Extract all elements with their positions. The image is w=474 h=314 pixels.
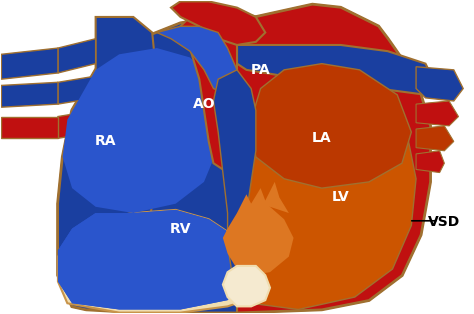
Polygon shape	[58, 110, 96, 138]
Polygon shape	[1, 82, 58, 107]
Polygon shape	[237, 45, 435, 95]
Polygon shape	[223, 266, 270, 306]
Text: LV: LV	[332, 191, 349, 204]
Text: RV: RV	[170, 222, 191, 236]
Polygon shape	[58, 210, 251, 310]
Text: AO: AO	[193, 97, 215, 111]
Polygon shape	[237, 85, 416, 310]
Polygon shape	[416, 67, 463, 101]
Polygon shape	[416, 126, 454, 151]
Polygon shape	[416, 101, 458, 126]
Polygon shape	[237, 182, 289, 213]
Text: PA: PA	[251, 63, 271, 77]
Text: RA: RA	[94, 134, 116, 149]
Polygon shape	[63, 48, 223, 213]
Polygon shape	[1, 48, 58, 79]
Polygon shape	[58, 76, 96, 104]
Polygon shape	[58, 4, 430, 313]
Polygon shape	[157, 26, 237, 95]
Polygon shape	[58, 17, 251, 313]
Text: VSD: VSD	[428, 215, 460, 229]
Polygon shape	[181, 11, 237, 173]
Polygon shape	[58, 39, 96, 73]
Polygon shape	[58, 210, 251, 310]
Polygon shape	[416, 151, 444, 173]
Text: LA: LA	[312, 131, 332, 145]
Polygon shape	[58, 17, 157, 310]
Polygon shape	[213, 70, 256, 275]
Polygon shape	[171, 1, 265, 45]
Polygon shape	[1, 116, 58, 138]
Polygon shape	[251, 64, 411, 188]
Polygon shape	[223, 204, 293, 275]
Polygon shape	[218, 4, 430, 313]
Polygon shape	[58, 210, 251, 313]
